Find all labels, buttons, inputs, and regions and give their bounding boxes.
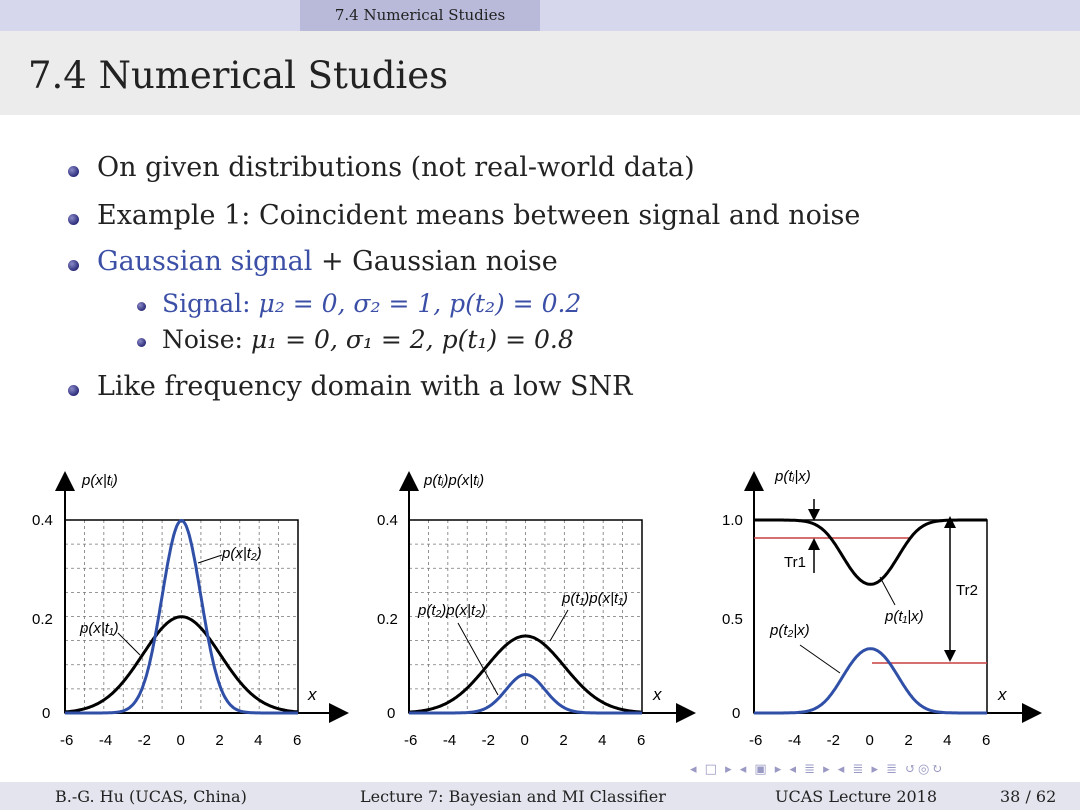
leader-t2: [799, 644, 841, 674]
bullet-2: Example 1: Coincident means between sign…: [97, 200, 861, 231]
series-label-t2: p(t₂)p(x|t₂): [417, 602, 486, 619]
footer-author: B.-G. Hu (UCAS, China): [55, 787, 247, 806]
series-line-t2: [754, 647, 987, 715]
y-tick-2: 0.4: [377, 512, 398, 529]
x-tick-0: 0: [521, 732, 529, 749]
x-tick--6: -6: [404, 732, 417, 749]
leader-t1: [549, 609, 569, 642]
x-tick-6: 6: [982, 732, 990, 749]
bullet-3: Gaussian signal + Gaussian noise: [97, 246, 558, 277]
x-tick--2: -2: [827, 732, 840, 749]
x-tick--6: -6: [749, 732, 762, 749]
leader-t1: [879, 576, 896, 606]
bullet-3-rest: + Gaussian noise: [312, 246, 558, 277]
x-tick-4: 4: [598, 732, 606, 749]
y-tick-1: 0.2: [377, 611, 398, 628]
chart-likelihood: p(x|tᵢ) x 0 0.2 0.4 -6 -4 -2 0 2 4 6 p(x|t₂) p…: [32, 471, 349, 749]
bullet-marker: [68, 214, 79, 225]
x-tick-2: 2: [559, 732, 567, 749]
x-tick--4: -4: [443, 732, 456, 749]
series-line-t1: [754, 518, 987, 586]
footer-lecture: Lecture 7: Bayesian and MI Classifier: [360, 787, 666, 806]
bullet-4: Like frequency domain with a low SNR: [97, 371, 633, 402]
sub-bullet-marker: [137, 302, 146, 311]
x-ticks: -6 -4 -2 0 2 4 6: [749, 732, 990, 749]
leader-t2: [197, 554, 223, 564]
bullet-marker: [68, 166, 79, 177]
footer-bar: B.-G. Hu (UCAS, China) Lecture 7: Bayesi…: [0, 782, 1080, 810]
signal-label: Signal:: [162, 289, 251, 318]
signal-params: μ₂ = 0, σ₂ = 1, p(t₂) = 0.2: [258, 289, 582, 318]
bullet-marker: [68, 385, 79, 396]
x-tick--6: -6: [60, 732, 73, 749]
series-line-t2: [65, 518, 298, 715]
x-tick--4: -4: [99, 732, 112, 749]
bullet-marker: [68, 260, 79, 271]
y-tick-1: 0.2: [32, 611, 53, 628]
y-tick-1: 0.5: [722, 611, 743, 628]
bullet-1: On given distributions (not real-world d…: [97, 152, 695, 183]
y-tick-0: 0: [732, 705, 740, 722]
header-bar: 7.4 Numerical Studies: [0, 0, 1080, 31]
y-tick-2: 1.0: [722, 512, 743, 529]
y-tick-2: 0.4: [32, 512, 53, 529]
x-axis-label: x: [997, 685, 1007, 704]
noise-label: Noise:: [162, 325, 243, 354]
title-bar: [0, 31, 1080, 115]
leader-t1: [117, 632, 141, 656]
sub-bullet-noise: Noise: μ₁ = 0, σ₁ = 2, p(t₁) = 0.8: [162, 325, 574, 354]
footer-page: 38 / 62: [1000, 787, 1057, 806]
beamer-nav-controls[interactable]: ◂ □ ▸ ◂ ▣ ▸ ◂ ≣ ▸ ◂ ≣ ▸ ≣ ↺◎↻: [690, 762, 945, 777]
series-label-t1: p(t₁|x): [884, 608, 924, 625]
grid: [409, 520, 642, 713]
y-axis-label: p(tᵢ)p(x|tᵢ): [423, 472, 484, 489]
x-tick-2: 2: [904, 732, 912, 749]
gaussian-signal-highlight: Gaussian signal: [97, 246, 313, 277]
y-tick-0: 0: [42, 705, 50, 722]
x-tick-4: 4: [943, 732, 951, 749]
plot-frame: [753, 519, 988, 714]
x-tick--4: -4: [788, 732, 801, 749]
series-line-t2: [409, 672, 642, 715]
y-tick-0: 0: [387, 705, 395, 722]
chart-posterior: p(tᵢ|x) x 0 0.5 1.0 -6 -4 -2 0 2 4 6 Tr1 Tr2 p…: [722, 468, 1042, 749]
chart-joint: p(tᵢ)p(x|tᵢ) x 0 0.2 0.4 -6 -4 -2 0 2 4 6 p(t₁…: [377, 471, 696, 749]
leader-t2: [457, 622, 499, 696]
x-tick-6: 6: [293, 732, 301, 749]
tr1-label: Tr1: [784, 554, 806, 571]
section-nav-link[interactable]: 7.4 Numerical Studies: [300, 0, 540, 31]
series-label-t2: p(t₂|x): [769, 622, 810, 639]
x-ticks: -6 -4 -2 0 2 4 6: [60, 732, 301, 749]
x-axis-label: x: [307, 685, 317, 704]
x-tick--2: -2: [138, 732, 151, 749]
x-tick-6: 6: [637, 732, 645, 749]
footer-course: UCAS Lecture 2018: [775, 787, 938, 806]
x-tick-0: 0: [866, 732, 874, 749]
noise-params: μ₁ = 0, σ₁ = 2, p(t₁) = 0.8: [250, 325, 574, 354]
sub-bullet-signal: Signal: μ₂ = 0, σ₂ = 1, p(t₂) = 0.2: [162, 289, 581, 318]
series-label-t2: p(x|t₂): [221, 545, 262, 562]
x-ticks: -6 -4 -2 0 2 4 6: [404, 732, 645, 749]
x-tick-0: 0: [177, 732, 185, 749]
series-label-t1: p(x|t₁): [79, 620, 119, 637]
x-tick-4: 4: [254, 732, 262, 749]
x-tick-2: 2: [215, 732, 223, 749]
tr2-label: Tr2: [956, 582, 978, 599]
x-axis-label: x: [652, 685, 662, 704]
series-line-t1: [409, 634, 642, 714]
slide-title: 7.4 Numerical Studies: [28, 54, 449, 97]
series-line-t1: [64, 615, 299, 714]
series-label-t1: p(t₁)p(x|t₁): [561, 590, 628, 607]
y-axis-label: p(x|tᵢ): [81, 472, 118, 489]
y-axis-label: p(tᵢ|x): [774, 468, 811, 485]
x-tick--2: -2: [482, 732, 495, 749]
sub-bullet-marker: [137, 338, 146, 347]
